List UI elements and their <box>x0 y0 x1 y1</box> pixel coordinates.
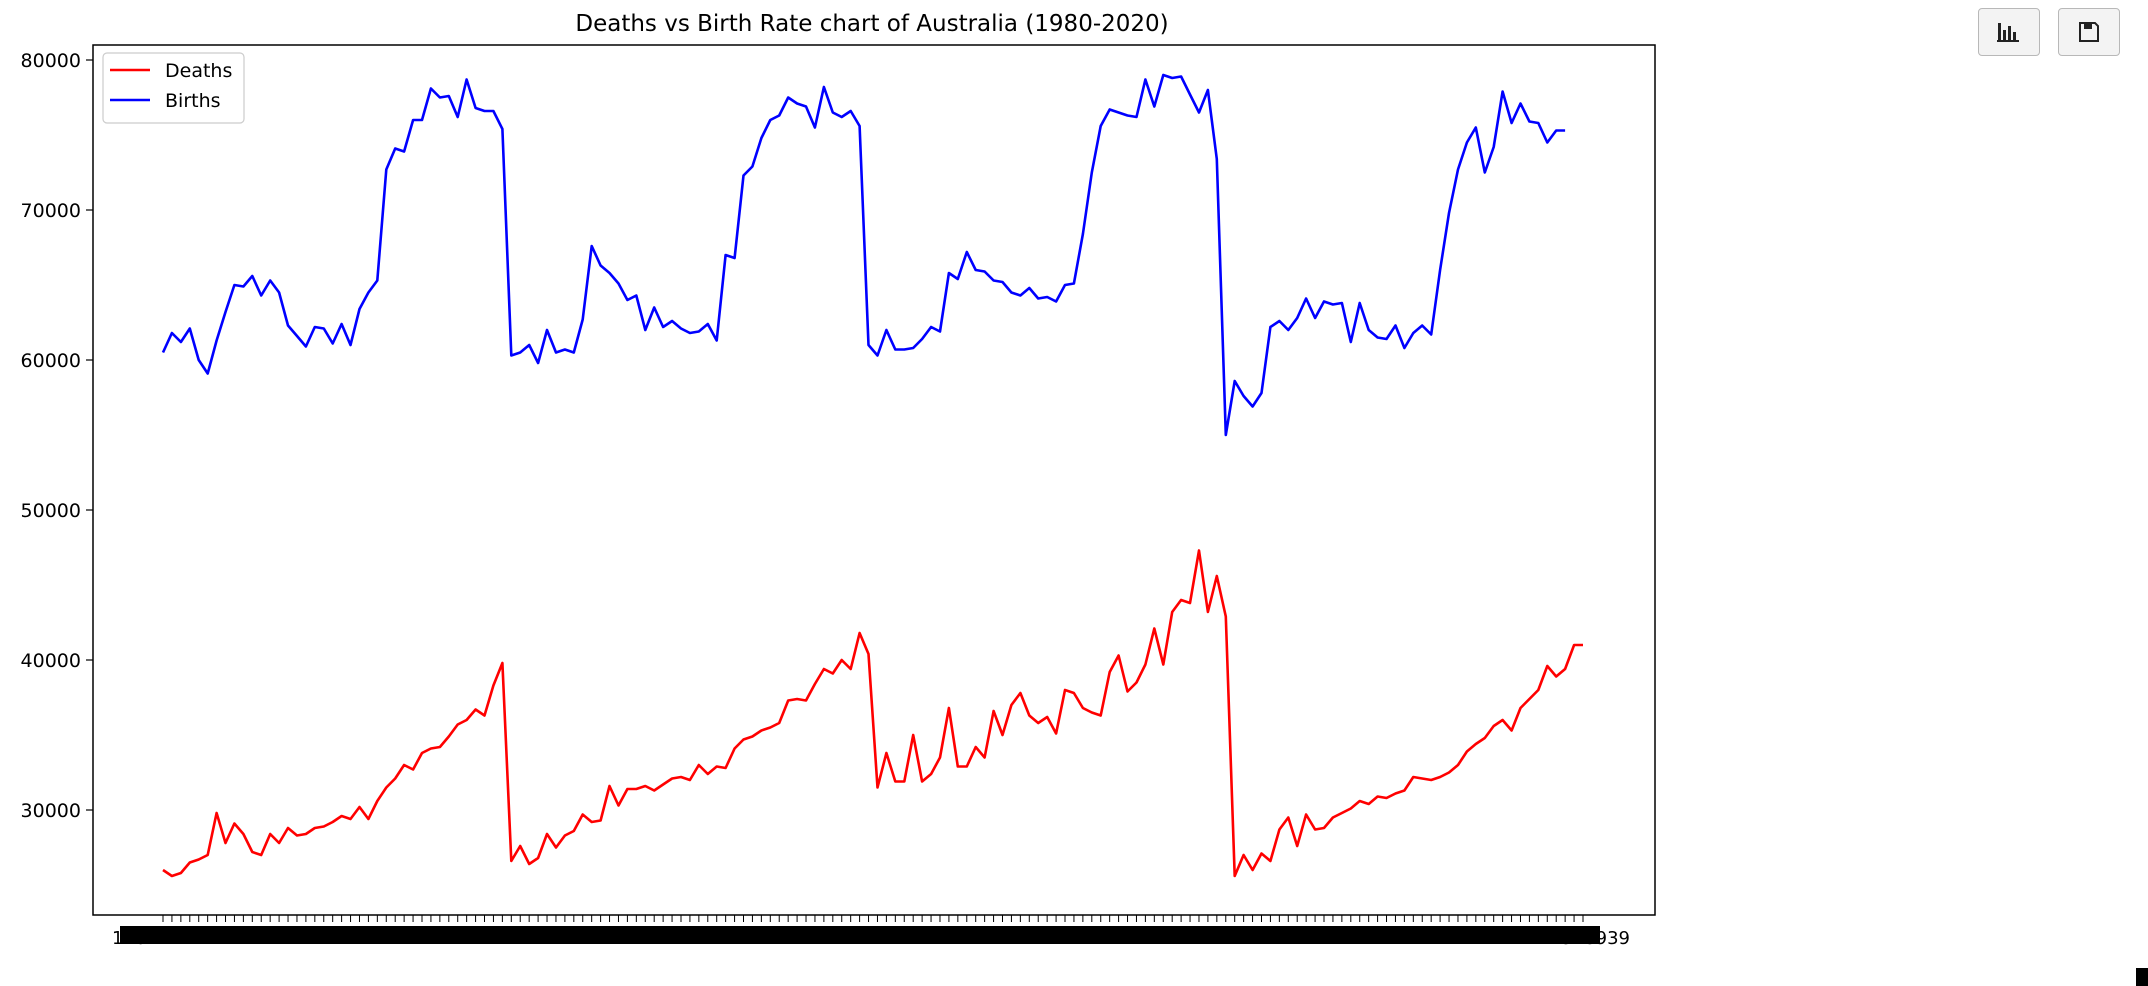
series-line-deaths <box>162 549 1583 878</box>
save-icon <box>2079 22 2099 42</box>
x-tick-label-last: 978939 <box>1561 928 1630 949</box>
bar-chart-icon <box>1997 23 2019 42</box>
x-tick-label-band <box>120 926 1600 944</box>
plot-frame <box>92 44 1656 916</box>
y-tick-label: 60000 <box>21 350 81 372</box>
save-button[interactable] <box>2058 8 2120 56</box>
corner-marker <box>2136 968 2148 986</box>
y-tick-label: 30000 <box>21 800 81 822</box>
y-tick-label: 70000 <box>21 200 81 222</box>
legend-label: Deaths <box>165 60 232 82</box>
legend: Deaths Births <box>102 52 245 124</box>
legend-label: Births <box>165 90 221 112</box>
series-line-births <box>161 73 1566 437</box>
y-tick-label: 50000 <box>21 500 81 522</box>
y-tick-label: 80000 <box>21 50 81 72</box>
x-tick-label-first: 1101 <box>112 928 158 949</box>
line-chart: Deaths vs Birth Rate chart of Australia … <box>21 11 1656 949</box>
y-tick-label: 40000 <box>21 650 81 672</box>
bar-chart-button[interactable] <box>1978 8 2040 56</box>
x-axis: 1101 978939 <box>112 915 1630 949</box>
chart-title: Deaths vs Birth Rate chart of Australia … <box>575 11 1168 37</box>
series-layer <box>161 73 1583 878</box>
y-axis: 30000 40000 50000 60000 70000 80000 <box>21 50 93 822</box>
